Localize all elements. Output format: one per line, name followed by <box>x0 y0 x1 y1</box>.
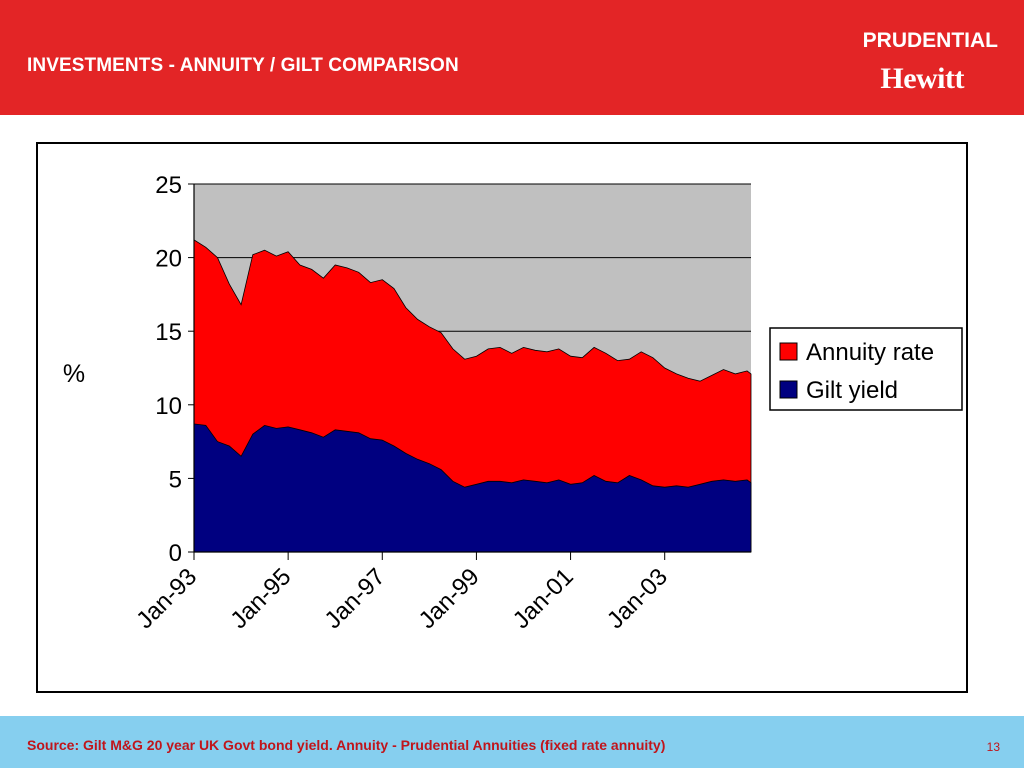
y-tick-label-5: 5 <box>169 466 182 493</box>
y-tick-label-20: 20 <box>155 246 182 273</box>
x-tick-label-Jan-99: Jan-99 <box>414 563 485 634</box>
brand-logo-hewitt: Hewitt <box>880 62 964 95</box>
x-tick-label-Jan-97: Jan-97 <box>320 563 391 634</box>
area-chart: 0 5 10 15 20 25 Jan-93 Jan-95 Jan-97 Jan-99 Jan-01… <box>63 172 963 634</box>
x-tick-label-Jan-03: Jan-03 <box>602 563 673 634</box>
chart-container: 0 5 10 15 20 25 Jan-93 Jan-95 Jan-97 Jan-99 Jan-01… <box>36 142 968 693</box>
y-tick-label-0: 0 <box>169 540 182 567</box>
x-tick-label-Jan-95: Jan-95 <box>225 563 296 634</box>
legend-label-annuity-rate: Annuity rate <box>806 339 934 366</box>
x-tick-label-Jan-93: Jan-93 <box>131 563 202 634</box>
y-tick-label-10: 10 <box>155 393 182 420</box>
footer-bar: Source: Gilt M&G 20 year UK Govt bond yi… <box>0 716 1024 768</box>
source-note: Source: Gilt M&G 20 year UK Govt bond yi… <box>27 737 666 753</box>
legend-label-gilt-yield: Gilt yield <box>806 377 898 404</box>
x-tick-label-Jan-01: Jan-01 <box>508 563 579 634</box>
header-banner: INVESTMENTS - ANNUITY / GILT COMPARISON … <box>0 0 1024 115</box>
y-tick-label-15: 15 <box>155 319 182 346</box>
y-axis-label: % <box>63 360 85 388</box>
page-title: INVESTMENTS - ANNUITY / GILT COMPARISON <box>27 55 459 76</box>
page-number: 13 <box>986 740 1000 754</box>
y-tick-label-25: 25 <box>155 172 182 199</box>
legend-box <box>769 327 963 411</box>
series-area-gilt-yield <box>193 423 752 553</box>
legend-swatch-gilt-yield <box>779 380 798 399</box>
legend-swatch-annuity-rate <box>779 342 798 361</box>
brand-logo-prudential: PRUDENTIAL <box>862 29 998 52</box>
